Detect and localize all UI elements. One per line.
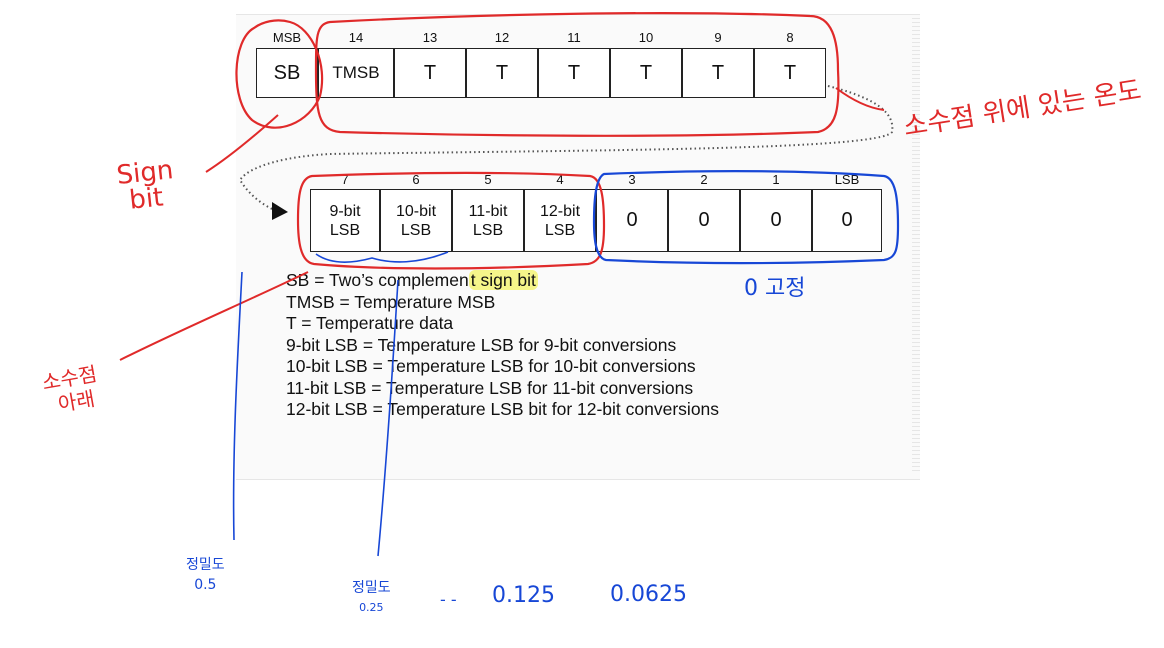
cell-line1: 11-bit bbox=[468, 202, 508, 220]
legend-line: T = Temperature data bbox=[286, 313, 454, 333]
fractional-bits-outline bbox=[296, 171, 606, 270]
bit-label: 2 bbox=[700, 172, 708, 187]
legend-sb-text: SB = Two’s complemen bbox=[286, 270, 469, 290]
bit-label: 8 bbox=[786, 30, 794, 45]
register-cell: T bbox=[610, 48, 682, 98]
register-high-byte: MSB SB 14 TMSB 13 T 12 T 11 T 10 T 9 T 8 bbox=[256, 30, 826, 102]
register-cell: T bbox=[394, 48, 466, 98]
bit-label: 4 bbox=[556, 172, 564, 187]
below-decimal-annotation: 소수점 아래 bbox=[40, 362, 103, 419]
register-cell: 9-bit LSB bbox=[310, 189, 380, 252]
precision-00625-annotation: 0.0625 bbox=[610, 582, 687, 607]
highlighted-text: t sign bit bbox=[468, 270, 538, 290]
register-cell: T bbox=[682, 48, 754, 98]
register-cell: SB bbox=[256, 48, 318, 98]
bit-label: 11 bbox=[567, 30, 581, 45]
precision-025-annotation: 정밀도 0.25 bbox=[352, 578, 391, 618]
zero-fixed-annotation: 0 고정 bbox=[744, 276, 806, 301]
integer-bits-outline bbox=[314, 12, 840, 137]
precision-0125-annotation: 0.125 bbox=[492, 583, 555, 608]
annotation-line: 0.5 bbox=[194, 577, 217, 593]
bit-label: 13 bbox=[422, 30, 438, 45]
bit-label: MSB bbox=[272, 30, 302, 45]
register-cell: 11-bit LSB bbox=[452, 189, 524, 252]
register-cell: 0 bbox=[812, 189, 882, 252]
annotation-line: 0.25 bbox=[359, 601, 384, 614]
ellipsis-annotation: - - bbox=[440, 590, 457, 609]
legend-line: 10-bit LSB = Temperature LSB for 10-bit … bbox=[286, 356, 696, 376]
sign-bit-circle bbox=[235, 19, 324, 129]
integer-pointer bbox=[835, 87, 885, 111]
precision-05-line bbox=[232, 271, 243, 541]
legend-line: 9-bit LSB = Temperature LSB for 9-bit co… bbox=[286, 334, 677, 355]
bit-label: LSB bbox=[834, 172, 860, 187]
precision-brace bbox=[315, 251, 449, 263]
bit-label: 12 bbox=[494, 30, 510, 45]
legend-line: 12-bit LSB = Temperature LSB bit for 12-… bbox=[286, 399, 720, 419]
register-cell: T bbox=[754, 48, 826, 98]
register-low-byte: 7 9-bit LSB 6 10-bit LSB 5 11-bit LSB 4 … bbox=[310, 172, 882, 254]
annotation-line: 정밀도 bbox=[186, 557, 225, 573]
register-cell: 12-bit LSB bbox=[524, 189, 596, 252]
panel-scroll-edge bbox=[912, 18, 920, 473]
sign-bit-annotation: Sign bit bbox=[115, 155, 177, 216]
register-cell: T bbox=[538, 48, 610, 98]
cell-line2: LSB bbox=[472, 221, 504, 239]
register-cell: 0 bbox=[740, 189, 812, 252]
bit-label: 3 bbox=[628, 172, 636, 187]
bit-legend: SB = Two’s complemen t sign bit TMSB = Te… bbox=[286, 270, 719, 421]
sign-bit-pointer bbox=[205, 114, 279, 173]
fraction-pointer bbox=[119, 271, 309, 361]
arrowhead-icon bbox=[272, 202, 288, 220]
legend-line: 11-bit LSB = Temperature LSB for 11-bit … bbox=[286, 377, 694, 398]
precision-025-line bbox=[377, 279, 399, 557]
cell-line1: 12-bit bbox=[539, 202, 581, 220]
legend-line-sb: SB = Two’s complemen t sign bit bbox=[286, 270, 719, 292]
bit-label: 9 bbox=[714, 30, 722, 45]
precision-05-annotation: 정밀도 0.5 bbox=[186, 555, 225, 595]
bit-label: 6 bbox=[412, 172, 420, 187]
dotted-flow-arrow bbox=[238, 85, 894, 211]
cell-line2: LSB bbox=[544, 221, 576, 239]
bit-label: 14 bbox=[348, 30, 364, 45]
cell-line2: LSB bbox=[329, 221, 361, 239]
annotation-line: 정밀도 bbox=[352, 580, 391, 596]
cell-line1: 9-bit bbox=[329, 202, 361, 220]
legend-line: TMSB = Temperature MSB bbox=[286, 291, 496, 312]
bit-label: 5 bbox=[484, 172, 492, 187]
register-cell: TMSB bbox=[318, 48, 394, 98]
cell-line2: LSB bbox=[400, 221, 432, 239]
register-cell: 10-bit LSB bbox=[380, 189, 452, 252]
register-cell: T bbox=[466, 48, 538, 98]
bit-label: 7 bbox=[341, 172, 349, 187]
bit-label: 1 bbox=[772, 172, 780, 187]
cell-line1: 10-bit bbox=[395, 202, 437, 220]
zero-bits-outline bbox=[592, 170, 900, 265]
bit-label: 10 bbox=[638, 30, 654, 45]
register-cell: 0 bbox=[596, 189, 668, 252]
register-cell: 0 bbox=[668, 189, 740, 252]
